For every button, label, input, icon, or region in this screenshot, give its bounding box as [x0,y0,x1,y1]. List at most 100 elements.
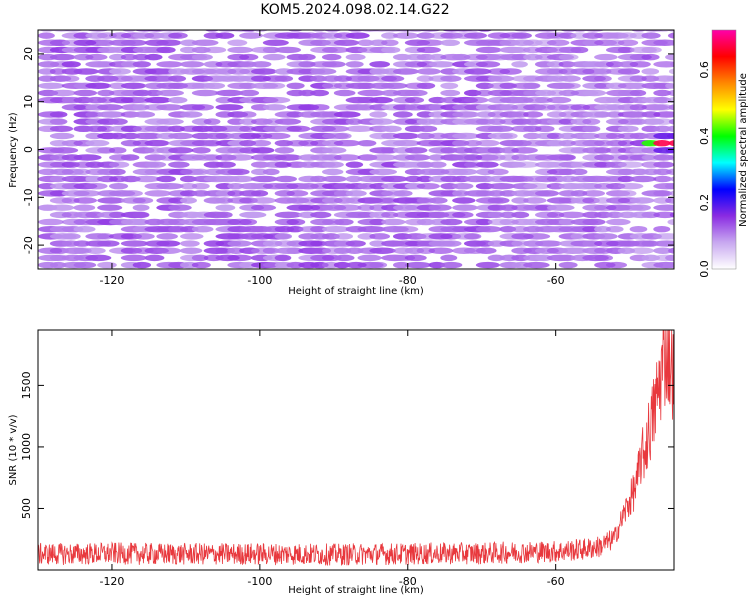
heatmap-cell [108,182,129,190]
heatmap-cell [73,204,96,211]
heatmap-cell [558,53,579,61]
heatmap-cell [523,233,551,240]
heatmap-cell [357,89,386,97]
heatmap-cell [369,218,387,226]
heatmap-cell [369,111,388,118]
heatmap-cell [428,61,455,68]
heatmap-cell [452,190,470,197]
heatmap-cell [49,125,74,133]
heatmap-cell [594,197,612,204]
heatmap-cell [670,176,674,182]
heatmap-cell [416,68,441,75]
spectrogram-y-ticks: -20 -10 0 10 20 [22,47,674,254]
heatmap-cell [416,39,444,47]
heatmap-cell [416,125,438,133]
y-tick-label: 1500 [20,371,33,399]
heatmap-cell [215,161,236,168]
heatmap-cell [667,154,674,161]
x-tick-label: -80 [399,575,417,588]
heatmap-cell [665,197,674,204]
heatmap-cell [262,96,291,104]
heatmap-cell [191,104,214,111]
heatmap-cell [617,125,639,133]
heatmap-cell [440,254,458,262]
heatmap-cell [321,161,344,168]
heatmap-cell [215,89,244,97]
heatmap-cell [333,139,361,147]
colorbar-ticks: 0.0 0.2 0.4 0.6 [698,61,711,278]
heatmap-cell [369,61,391,68]
heatmap-cell [666,75,674,82]
heatmap-cell [499,68,522,75]
colorbar-tick-label: 0.6 [698,61,711,79]
heatmap-cell [665,82,674,90]
heatmap-cell [49,118,68,125]
heatmap-cell [227,154,254,161]
heatmap-cell [73,197,98,204]
y-tick-label: 20 [22,47,35,61]
heatmap-cell [665,261,674,269]
heatmap-cell [227,46,254,54]
heatmap-cell [582,190,606,197]
heatmap-cell [653,104,673,111]
heatmap-cell [215,211,233,219]
heatmap-cell [132,111,156,118]
heatmap-cell [97,261,117,269]
heatmap-cell [653,61,674,68]
heatmap-cell [179,61,205,68]
heatmap-cell [440,182,458,190]
heatmap-cell [629,175,657,183]
heatmap-cell [653,240,674,247]
heatmap-cell [381,46,401,54]
heatmap-cell [108,161,130,168]
heatmap-cell [286,82,305,90]
heatmap-cell [570,190,588,197]
heatmap-cell [594,111,611,118]
heatmap-cell [617,68,640,75]
heatmap-cell [475,82,494,90]
heatmap-cell [369,118,395,125]
heatmap-cell [629,204,651,211]
heatmap-cell [61,61,81,68]
heatmap-cell [73,240,91,247]
heatmap-cell [144,190,172,197]
heatmap-cell [203,46,227,54]
heatmap-cell [381,211,399,219]
heatmap-cell [321,168,344,176]
heatmap-cell [227,168,250,176]
heatmap-cell [665,53,674,61]
heatmap-cell [653,190,673,197]
heatmap-cell [653,125,672,133]
heatmap-cell [381,75,405,82]
heatmap-cell [286,247,304,254]
heatmap-cell [144,161,167,168]
heatmap-cell [120,240,149,247]
heatmap-cell [286,125,311,133]
heatmap-cell [286,190,309,197]
x-tick-label: -60 [547,274,565,287]
heatmap-cell [653,247,673,254]
heatmap-cell [487,182,516,190]
heatmap-cell [250,61,272,68]
heatmap-cell [120,154,140,161]
heatmap-cell [108,211,126,219]
heatmap-cell [250,139,272,147]
heatmap-cell [239,61,257,68]
heatmap-cell [144,53,163,61]
heatmap-cell [666,168,674,176]
heatmap-cell [534,96,553,104]
heatmap-cell [617,161,644,168]
heatmap-cell [204,30,220,32]
heatmap-cell [274,233,293,240]
heatmap-cell [369,168,398,176]
snr-y-axis-label: SNR (10 * v/v) [8,414,19,485]
heatmap-cell [203,118,221,125]
heatmap-cell [179,46,197,54]
x-tick-label: -120 [99,274,124,287]
heatmap-cell [227,182,244,190]
heatmap-cell [38,32,55,39]
heatmap-cell [250,147,275,154]
snr-series-line [37,329,675,566]
heatmap-cell [511,197,529,204]
heatmap-cell [617,46,635,54]
